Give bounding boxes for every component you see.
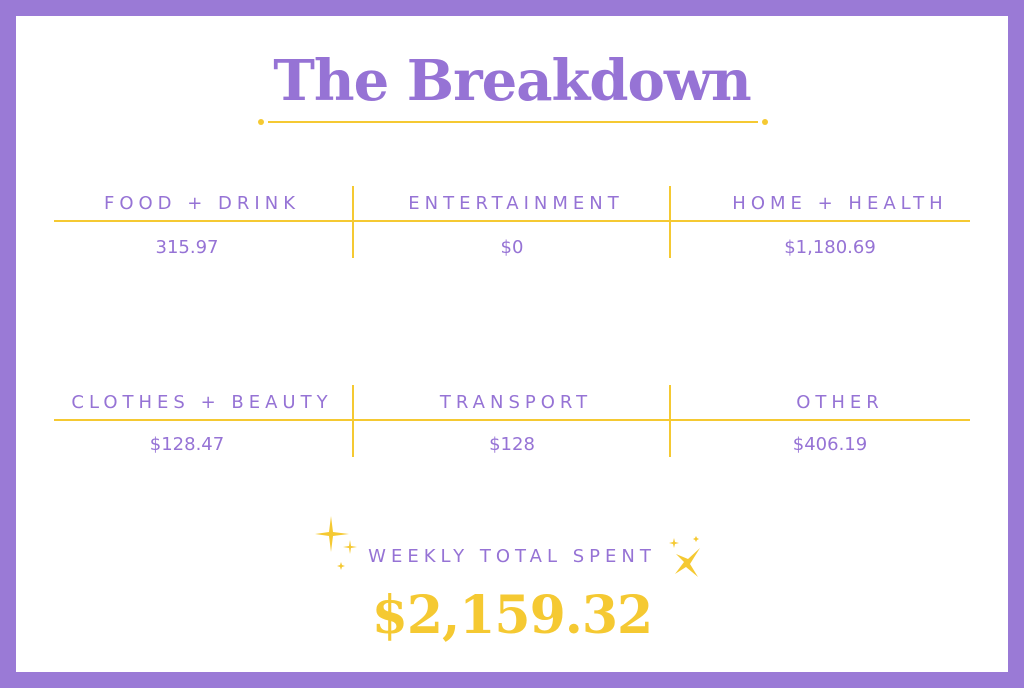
title-underline	[268, 121, 758, 123]
divider	[352, 186, 354, 258]
category-label: HOME + HEALTH	[732, 193, 948, 214]
page-title: The Breakdown	[273, 48, 752, 114]
category-value: 315.97	[155, 237, 219, 258]
category-label: CLOTHES + BEAUTY	[71, 392, 333, 413]
category-value: $0	[500, 237, 524, 258]
sparkle-icon	[669, 536, 700, 577]
sparkle-icon	[315, 516, 357, 570]
category-value: $406.19	[792, 434, 868, 455]
weekly-total-value: $2,159.32	[371, 585, 653, 646]
underline-dot	[762, 119, 768, 125]
breakdown-card	[16, 16, 1008, 672]
weekly-total-label: WEEKLY TOTAL SPENT	[368, 546, 656, 567]
category-label: TRANSPORT	[439, 392, 593, 413]
divider	[54, 419, 970, 421]
category-value: $128	[489, 434, 535, 455]
divider	[352, 385, 354, 457]
category-label: ENTERTAINMENT	[408, 193, 624, 214]
underline-dot	[258, 119, 264, 125]
category-label: FOOD + DRINK	[103, 193, 301, 214]
category-value: $1,180.69	[784, 237, 876, 258]
divider	[669, 186, 671, 258]
divider	[669, 385, 671, 457]
category-value: $128.47	[149, 434, 225, 455]
divider	[54, 220, 970, 222]
category-label: OTHER	[796, 392, 884, 413]
